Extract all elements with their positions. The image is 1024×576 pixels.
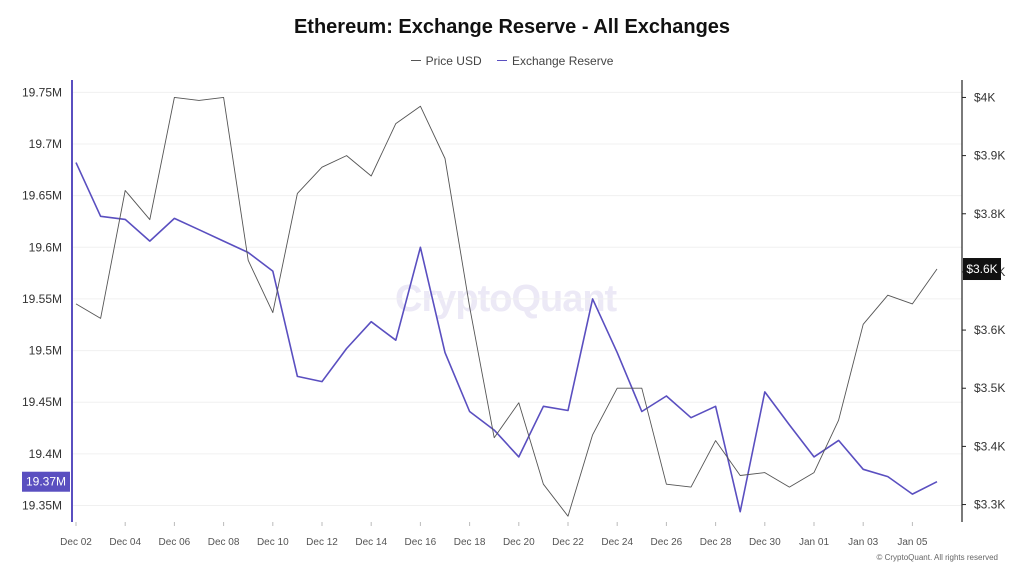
x-tick-label: Dec 24	[601, 537, 633, 548]
y-left-tick-label: 19.35M	[22, 498, 62, 512]
price-usd-line	[75, 96, 938, 517]
x-tick-label: Dec 04	[109, 537, 141, 548]
y-right-tick-label: $3.6K	[974, 323, 1005, 337]
x-tick-label: Jan 03	[848, 537, 878, 548]
x-tick-label: Dec 18	[454, 537, 486, 548]
x-tick-label: Dec 06	[159, 537, 191, 548]
reserve-current-badge	[22, 471, 70, 492]
y-left-tick-label: 19.55M	[22, 292, 62, 306]
y-left-tick-label: 19.5M	[29, 344, 62, 358]
reserve-swatch-icon	[496, 60, 507, 61]
x-tick-label: Dec 20	[503, 537, 535, 548]
y-right-tick-label: $3.5K	[974, 381, 1005, 395]
x-tick-label: Jan 01	[799, 537, 829, 548]
y-left-tick-label: 19.6M	[29, 240, 62, 254]
x-tick-label: Dec 30	[749, 537, 781, 548]
y-right-tick-label: $3.3K	[974, 498, 1005, 512]
y-left-tick-label: 19.65M	[22, 189, 62, 203]
y-left-tick-label: 19.45M	[22, 395, 62, 409]
legend-item-reserve[interactable]: Exchange Reserve	[496, 53, 614, 68]
x-tick-label: Dec 16	[405, 537, 437, 548]
legend-item-price[interactable]: Price USD	[410, 53, 482, 68]
x-tick-label: Dec 12	[306, 537, 338, 548]
price-current-badge	[963, 258, 1001, 281]
x-tick-label: Dec 10	[257, 537, 289, 548]
chart-legend: Price USD Exchange Reserve	[0, 50, 1024, 68]
x-tick-label: Jan 05	[897, 537, 927, 548]
y-right-tick-label: $3.8K	[974, 207, 1005, 221]
price-swatch-icon	[410, 60, 421, 61]
y-left-tick-label: 19.7M	[29, 137, 62, 151]
exchange-reserve-line	[75, 162, 938, 513]
x-tick-label: Dec 26	[651, 537, 683, 548]
chart-title: Ethereum: Exchange Reserve - All Exchang…	[293, 16, 731, 38]
x-tick-label: Dec 08	[208, 537, 240, 548]
copyright-footer: © CryptoQuant. All rights reserved	[876, 553, 999, 562]
x-tick-label: Dec 02	[60, 537, 92, 548]
legend-label-reserve: Exchange Reserve	[511, 53, 614, 68]
price-current-label: $3.6K	[966, 262, 997, 276]
y-right-tick-label: $4K	[974, 90, 995, 104]
x-tick-label: Dec 14	[355, 537, 387, 548]
y-right-tick-label: $3.4K	[974, 439, 1005, 453]
y-left-tick-label: 19.75M	[22, 85, 62, 99]
legend-label-price: Price USD	[425, 53, 482, 68]
x-tick-label: Dec 28	[700, 537, 732, 548]
reserve-current-label: 19.37M	[26, 475, 66, 489]
y-right-tick-label: $3.9K	[974, 149, 1005, 163]
x-tick-label: Dec 22	[552, 537, 584, 548]
y-left-tick-label: 19.4M	[29, 447, 62, 461]
